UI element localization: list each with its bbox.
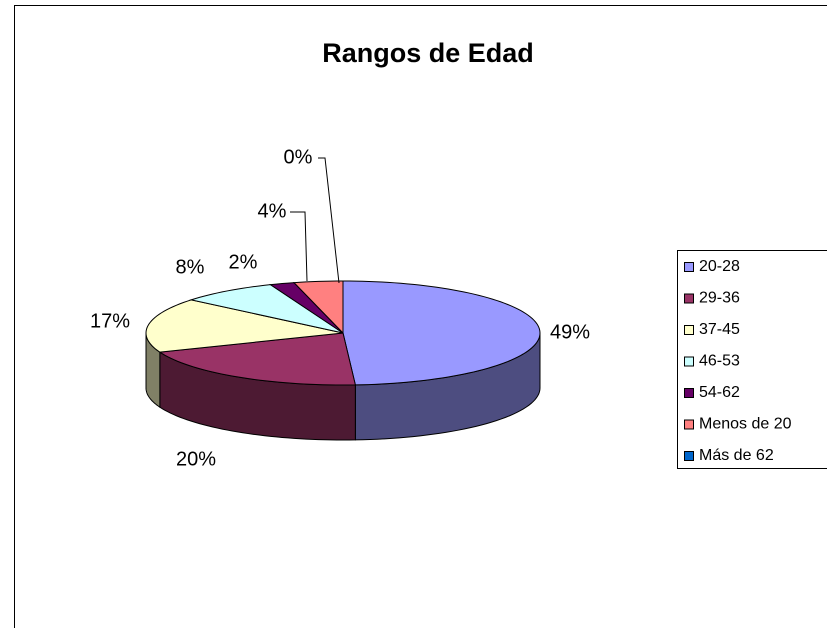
legend-label: Menos de 20	[699, 416, 792, 433]
legend-swatch	[684, 262, 694, 272]
data-label: 4%	[258, 200, 287, 222]
legend-swatch	[684, 451, 694, 461]
legend-swatch	[684, 325, 694, 335]
data-label: 20%	[176, 448, 216, 470]
legend: 20-28 29-36 37-45 46-53 54-62 Menos de 20 Más …	[684, 258, 792, 464]
legend-swatch	[684, 293, 694, 304]
legend-label: 46-53	[699, 353, 740, 370]
slice	[158, 332, 357, 386]
leader-line	[318, 157, 340, 284]
chart-title: Rangos de Edad	[322, 38, 534, 68]
slice	[145, 299, 344, 353]
slice	[189, 284, 344, 334]
data-label: 49%	[550, 321, 590, 343]
data-label: 0%	[284, 146, 313, 168]
data-label: 8%	[176, 256, 205, 278]
legend-label: 54-62	[699, 384, 740, 401]
legend-swatch	[684, 419, 694, 430]
legend-label: 29-36	[699, 290, 740, 307]
data-label: 17%	[90, 310, 130, 332]
legend-label: 20-28	[699, 258, 740, 275]
legend-label: Más de 62	[699, 447, 774, 464]
legend-swatch	[684, 388, 694, 398]
data-label: 2%	[229, 251, 258, 273]
legend-label: 37-45	[699, 321, 740, 338]
slice	[342, 280, 541, 386]
pie: 49% 20% 17% 8% 2% 4% 0%	[90, 146, 590, 470]
leader-line	[290, 211, 308, 282]
legend-swatch	[684, 356, 694, 367]
legend-box	[677, 250, 827, 469]
